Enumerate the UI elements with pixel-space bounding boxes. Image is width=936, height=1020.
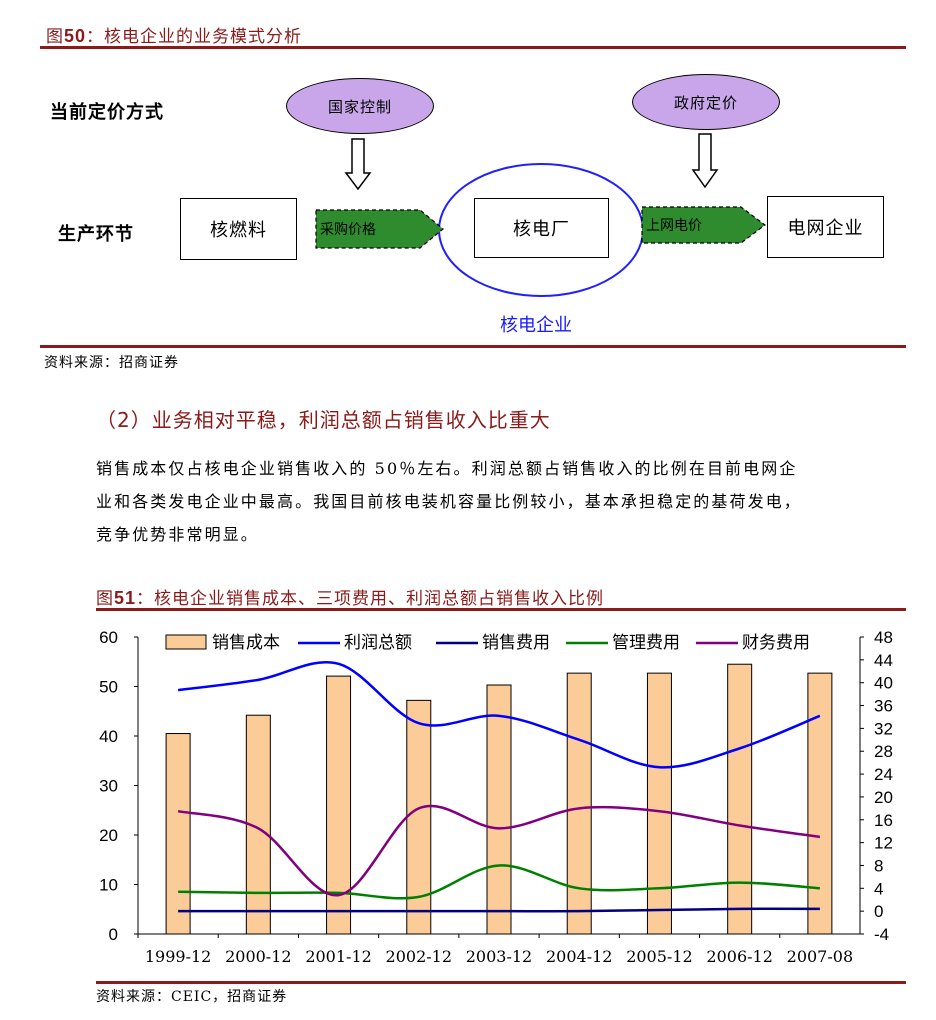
legend-swatch-bar — [165, 634, 207, 650]
grid-price-arrow — [641, 206, 766, 244]
paragraph-line: 竞争优势非常明显。 — [96, 525, 259, 544]
flow-diagram-graphics — [315, 133, 766, 297]
figure-51-title: 图51：核电企业销售成本、三项费用、利润总额占销售收入比例 — [96, 584, 604, 609]
grid-company-label: 电网企业 — [787, 218, 864, 239]
line-series-0 — [177, 661, 821, 769]
bar-sales-cost — [566, 672, 592, 935]
right-axis-tick-label: 24 — [874, 765, 893, 784]
figure-50-title: 图50：核电企业的业务模式分析 — [46, 22, 302, 47]
nuclear-fuel-label: 核燃料 — [210, 220, 267, 241]
left-axis-tick-label: 20 — [99, 826, 118, 845]
right-axis-tick-label: 8 — [874, 856, 883, 875]
bar-sales-cost — [807, 672, 833, 935]
right-axis-tick-label: 40 — [874, 674, 893, 693]
legend-label: 销售费用 — [482, 633, 550, 653]
left-axis-tick-label: 60 — [99, 628, 118, 647]
nuclear-fuel-box: 核燃料 — [180, 198, 297, 260]
enterprise-label: 核电企业 — [500, 315, 572, 336]
bar-sales-cost — [646, 672, 672, 935]
oval-national-control-label: 国家控制 — [327, 97, 392, 116]
figure-50-title-prefix: 图 — [46, 27, 64, 47]
figure-51-chart: 0102030405060-40481216202428323640444819… — [99, 628, 893, 966]
right-axis-tick-label: 48 — [874, 628, 893, 647]
x-axis-tick-label: 2001-12 — [305, 947, 371, 966]
left-axis-tick-label: 0 — [109, 925, 118, 944]
paragraph-line: 业和各类发电企业中最高。我国目前核电装机容量比例较小，基本承担稳定的基荷发电， — [96, 492, 802, 511]
right-axis-tick-label: 16 — [874, 811, 893, 830]
paragraph-line: 销售成本仅占核电企业销售收入的 50％左右。利润总额占销售收入的比例在目前电网企 — [96, 459, 798, 478]
section-heading: （2）业务相对平稳，利润总额占销售收入比重大 — [96, 408, 551, 432]
nuclear-plant-label: 核电厂 — [513, 219, 570, 240]
right-axis-tick-label: 0 — [874, 902, 883, 921]
figure-50-source: 资料来源：招商证券 — [44, 355, 179, 371]
figure-51-source: 资料来源：CEIC，招商证券 — [96, 989, 288, 1005]
left-axis-tick-label: 30 — [99, 777, 118, 796]
bar-sales-cost — [727, 663, 753, 935]
right-axis-tick-label: 20 — [874, 788, 893, 807]
left-axis-tick-label: 40 — [99, 727, 118, 746]
legend-label: 利润总额 — [344, 633, 412, 653]
grid-company-box: 电网企业 — [767, 196, 884, 258]
right-axis-tick-label: 28 — [874, 742, 893, 761]
right-axis-tick-label: 44 — [874, 651, 893, 670]
x-axis-tick-label: 2006-12 — [706, 947, 772, 966]
figure-51-bottom-rule — [96, 981, 906, 984]
figure-50-title-number: 50 — [64, 26, 87, 46]
oval-national-control: 国家控制 — [286, 78, 434, 134]
left-axis-tick-label: 10 — [99, 876, 118, 895]
right-axis-tick-label: 4 — [874, 879, 883, 898]
legend-label: 管理费用 — [612, 633, 680, 653]
x-axis-tick-label: 2002-12 — [386, 947, 452, 966]
x-axis-tick-label: 2004-12 — [546, 947, 612, 966]
right-axis-tick-label: -4 — [874, 925, 889, 944]
row-label-production: 生产环节 — [58, 224, 134, 245]
x-axis-tick-label: 2003-12 — [466, 947, 532, 966]
figure-51-top-rule — [96, 608, 906, 611]
grid-price-label: 上网电价 — [646, 218, 702, 234]
figure-50-bottom-rule — [40, 345, 906, 348]
x-axis-tick-label: 2005-12 — [626, 947, 692, 966]
figure-51-title-number: 51 — [114, 588, 137, 608]
x-axis-tick-label: 2000-12 — [225, 947, 291, 966]
figure-51-title-text: ：核电企业销售成本、三项费用、利润总额占销售收入比例 — [136, 589, 605, 609]
figure-50-top-rule — [40, 46, 906, 49]
oval-government-pricing: 政府定价 — [632, 74, 780, 130]
row-label-pricing: 当前定价方式 — [50, 102, 164, 123]
legend-label: 销售成本 — [212, 633, 280, 653]
left-axis-tick-label: 50 — [99, 678, 118, 697]
line-series-3 — [177, 804, 821, 897]
right-axis-tick-label: 12 — [874, 834, 893, 853]
purchase-price-label: 采购价格 — [320, 222, 376, 238]
bar-sales-cost — [165, 733, 191, 935]
legend-label: 财务费用 — [742, 633, 810, 653]
figure-51-title-prefix: 图 — [96, 589, 114, 609]
line-series-2 — [178, 864, 820, 900]
figure-50-title-text: ：核电企业的业务模式分析 — [86, 27, 303, 47]
line-series-1 — [178, 907, 820, 913]
oval-government-pricing-label: 政府定价 — [673, 93, 738, 112]
x-axis-tick-label: 2007-08 — [787, 947, 853, 966]
down-arrow-right-icon — [691, 133, 719, 189]
down-arrow-left-icon — [344, 138, 372, 191]
nuclear-plant-box: 核电厂 — [474, 198, 609, 258]
purchase-price-arrow — [315, 209, 444, 249]
section-paragraph: 销售成本仅占核电企业销售收入的 50％左右。利润总额占销售收入的比例在目前电网企… — [96, 452, 916, 551]
right-axis-tick-label: 32 — [874, 719, 893, 738]
right-axis-tick-label: 36 — [874, 697, 893, 716]
bar-sales-cost — [486, 684, 512, 935]
x-axis-tick-label: 1999-12 — [145, 947, 211, 966]
